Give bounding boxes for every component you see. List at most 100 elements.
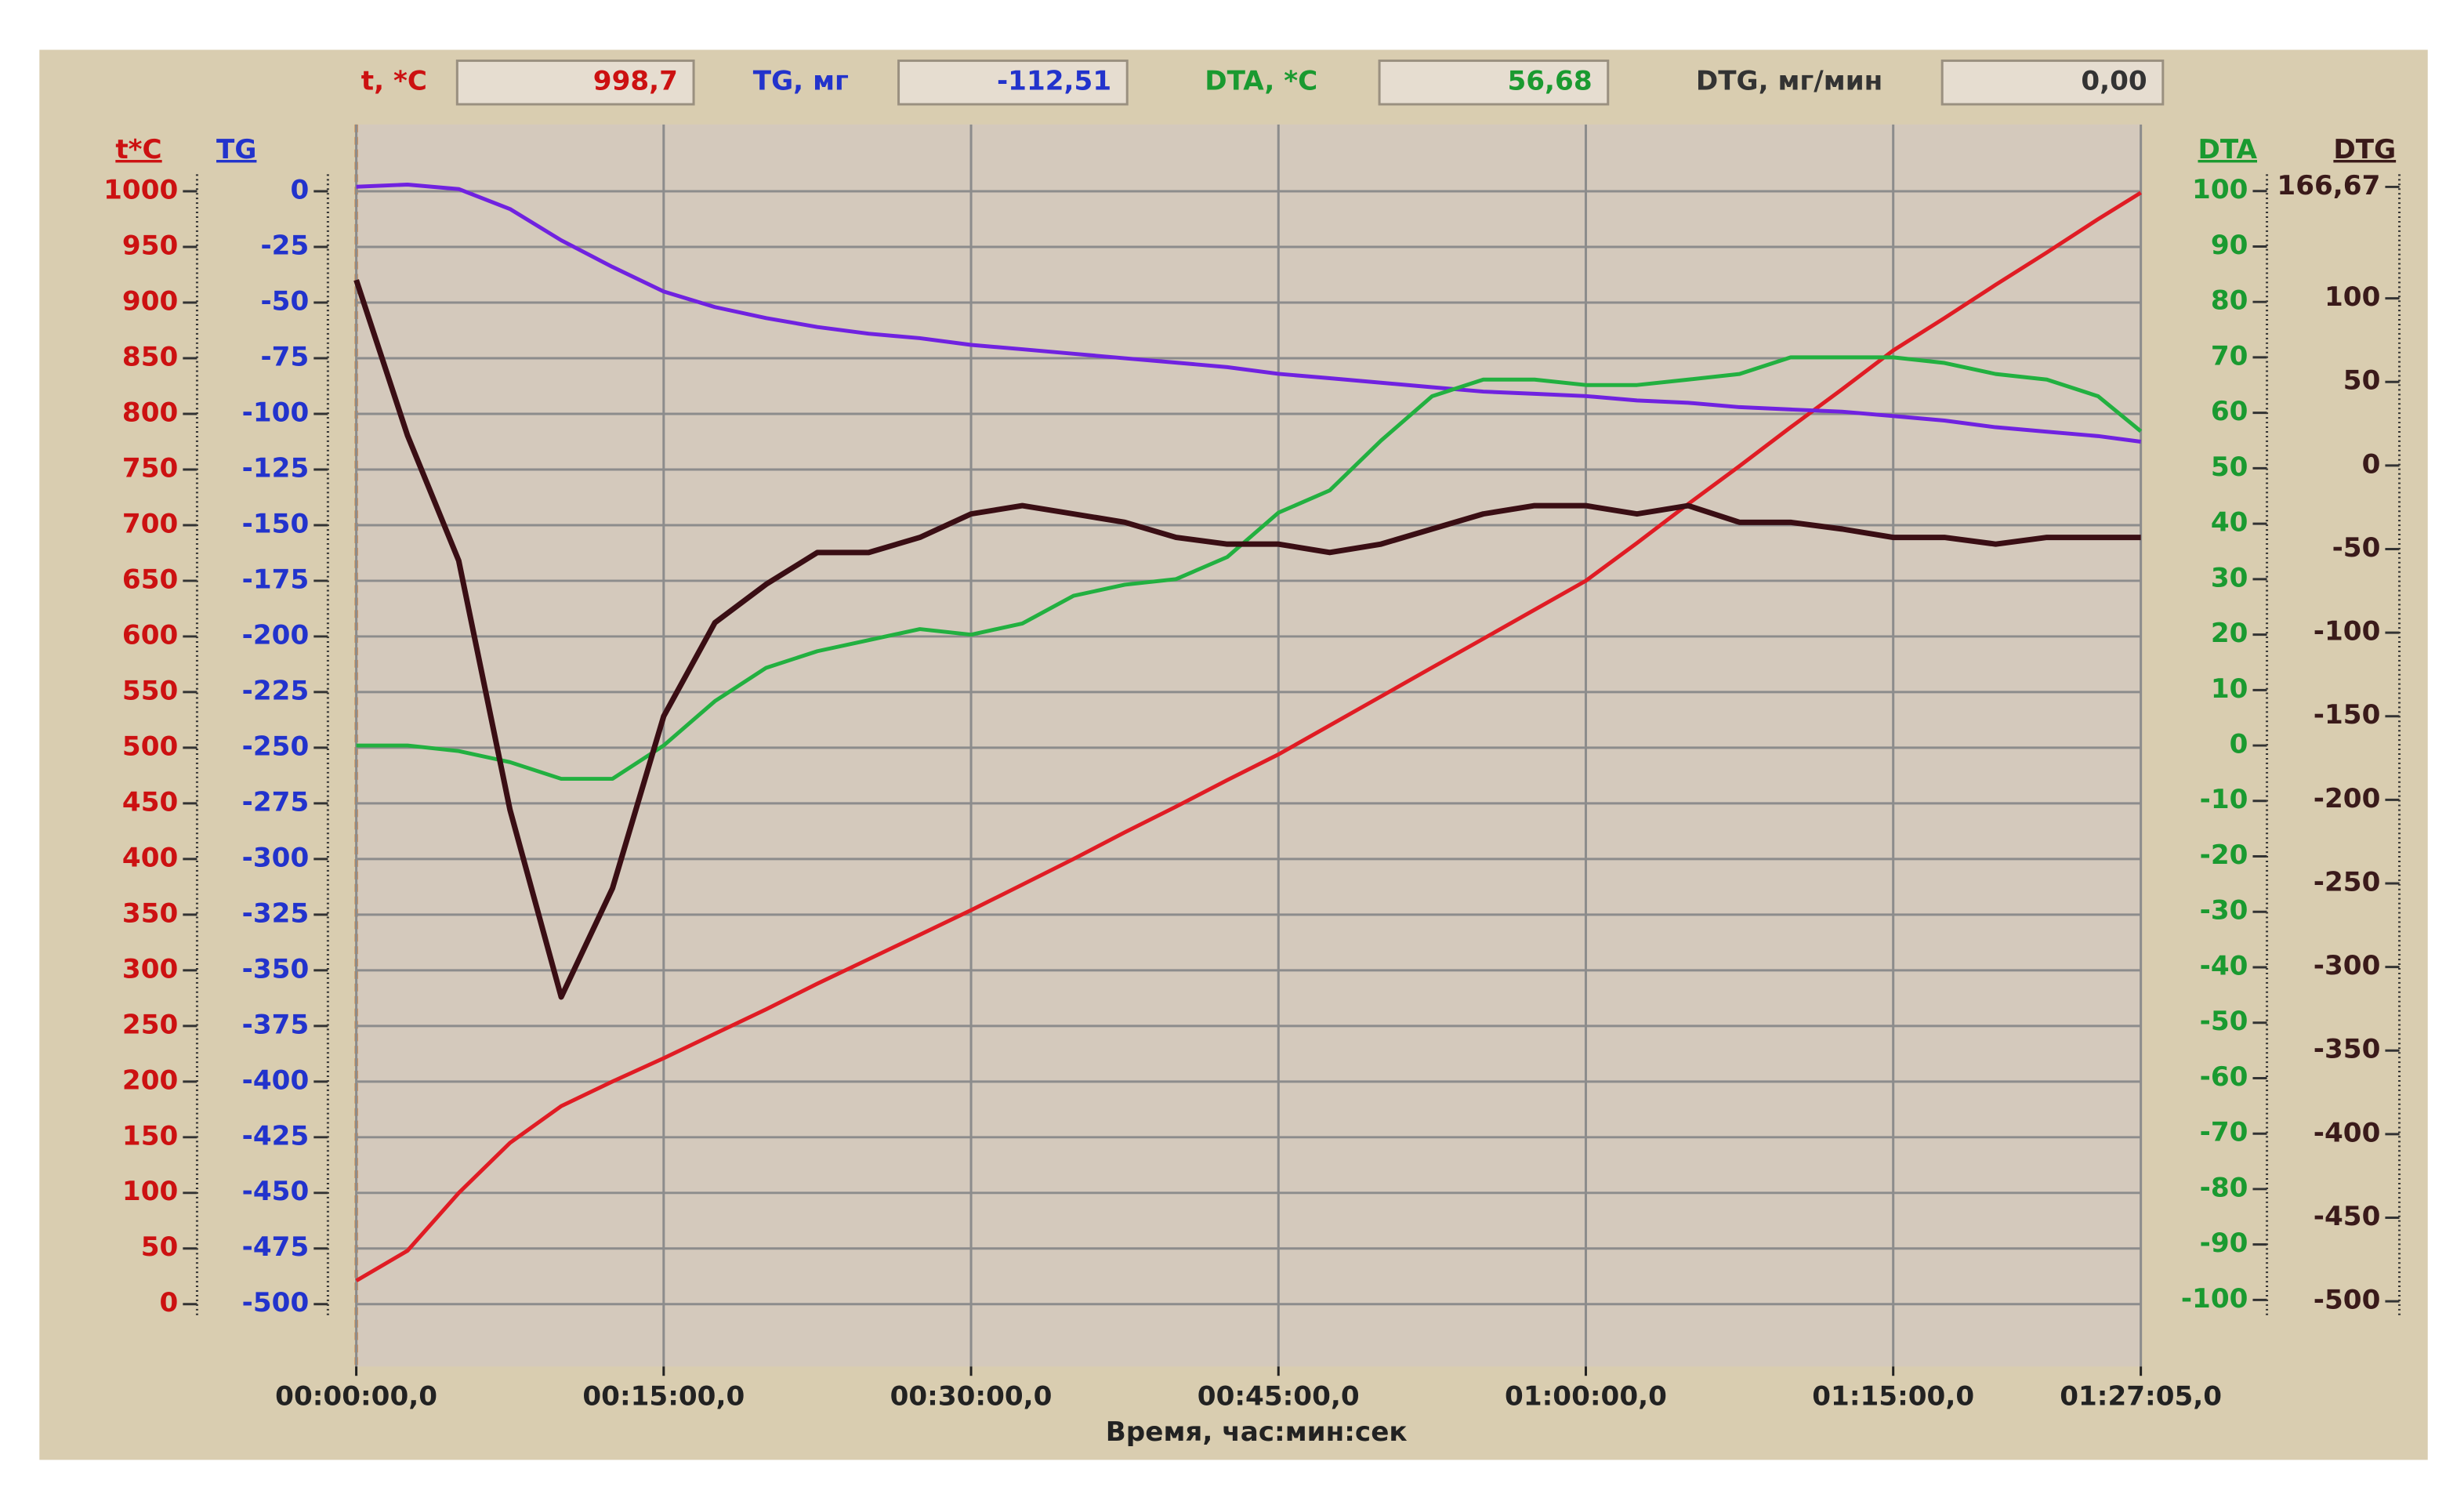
- readout-label: t, *C: [361, 66, 427, 97]
- y-tick-label: 0: [2362, 449, 2381, 481]
- y-tick-label: -70: [2200, 1117, 2248, 1148]
- readout-box: [1378, 59, 1610, 106]
- y-tick-label: 30: [2211, 563, 2248, 594]
- y-tick-label: 150: [122, 1120, 178, 1151]
- y-tick-label: 100: [2192, 174, 2248, 205]
- y-tick-label: -50: [2200, 1006, 2248, 1037]
- y-tick-label: -25: [260, 230, 309, 262]
- y-tick-label: -50: [2332, 532, 2381, 564]
- y-tick-label: -350: [242, 953, 310, 985]
- y-tick-label: 10: [2211, 673, 2248, 705]
- y-tick-label: -450: [2314, 1201, 2381, 1232]
- readout-value: 998,7: [593, 66, 678, 97]
- y-tick-label: 20: [2211, 618, 2248, 649]
- x-tick-label: 00:15:00,0: [582, 1381, 745, 1413]
- y-tick-label: 800: [122, 397, 178, 429]
- y-tick-label: -225: [242, 676, 310, 707]
- y-tick-label: -475: [242, 1231, 310, 1263]
- y-tick-label: -250: [242, 731, 310, 763]
- y-tick-label: 50: [141, 1231, 179, 1263]
- y-tick-label: -400: [242, 1064, 310, 1096]
- readout-value: 56,68: [1507, 66, 1592, 97]
- y-tick-label: 50: [2211, 452, 2248, 483]
- y-tick-label: 1000: [103, 175, 178, 206]
- y-tick-label: -450: [242, 1176, 310, 1207]
- y-tick-label: -40: [2200, 951, 2248, 982]
- series-line: [355, 190, 2142, 1283]
- y-axis-title: DTG: [2333, 134, 2396, 165]
- readout-value: 0,00: [2081, 66, 2147, 97]
- x-axis-title: Время, час:мин:сек: [1106, 1416, 1408, 1448]
- y-tick-label: -175: [242, 564, 310, 596]
- y-tick-label: 100: [122, 1176, 178, 1207]
- y-tick-label: -300: [2314, 950, 2381, 981]
- y-tick-label: 450: [122, 787, 178, 818]
- y-tick-label: -100: [2181, 1283, 2248, 1315]
- y-tick-label: 950: [122, 230, 178, 262]
- y-tick-label: 60: [2211, 396, 2248, 427]
- y-tick-label: -375: [242, 1009, 310, 1040]
- y-tick-label: -50: [260, 286, 309, 317]
- y-tick-label: 850: [122, 342, 178, 373]
- y-tick-label: -300: [242, 843, 310, 874]
- y-tick-label: -350: [2314, 1034, 2381, 1065]
- x-tick-label: 00:45:00,0: [1198, 1381, 1360, 1413]
- y-tick-label: -325: [242, 898, 310, 930]
- y-tick-label: -500: [242, 1287, 310, 1318]
- y-tick-label: -100: [2314, 616, 2381, 647]
- x-tick-label: 01:27:05,0: [2060, 1381, 2222, 1413]
- y-tick-label: -75: [260, 342, 309, 373]
- y-tick-label: -20: [2200, 840, 2248, 871]
- y-tick-label: 0: [160, 1287, 179, 1318]
- y-tick-label: 300: [122, 953, 178, 985]
- x-tick-label: 01:00:00,0: [1505, 1381, 1667, 1413]
- readout-label: DTA, *C: [1205, 66, 1317, 97]
- y-axis-title: TG: [216, 134, 256, 165]
- readout-box: [455, 59, 695, 106]
- y-tick-label: 80: [2211, 285, 2248, 317]
- y-tick-label: 500: [122, 731, 178, 763]
- plot-area: [356, 124, 2141, 1367]
- y-tick-label: -250: [2314, 867, 2381, 898]
- y-tick-label: -80: [2200, 1173, 2248, 1204]
- y-tick-label: -100: [242, 397, 310, 429]
- y-tick-label: -425: [242, 1120, 310, 1151]
- y-axis-title: t*C: [115, 134, 161, 165]
- readout-box: [897, 59, 1129, 106]
- y-tick-label: -30: [2200, 895, 2248, 927]
- y-tick-label: 400: [122, 843, 178, 874]
- y-tick-label: 750: [122, 453, 178, 484]
- x-tick-label: 01:15:00,0: [1812, 1381, 1974, 1413]
- readout-box: [1940, 59, 2165, 106]
- y-tick-label: 200: [122, 1064, 178, 1096]
- y-tick-label: 900: [122, 286, 178, 317]
- y-tick-label: 166,67: [2277, 170, 2380, 201]
- y-tick-label: -90: [2200, 1228, 2248, 1259]
- readout-label: TG, мг: [753, 66, 849, 97]
- y-tick-label: -150: [2314, 699, 2381, 731]
- series-line: [356, 183, 2141, 444]
- y-tick-label: 100: [2324, 281, 2380, 313]
- y-tick-label: 90: [2211, 230, 2248, 261]
- y-tick-label: 650: [122, 564, 178, 596]
- y-tick-label: -10: [2200, 784, 2248, 815]
- readout-label: DTG, мг/мин: [1696, 66, 1882, 97]
- x-tick-label: 00:30:00,0: [890, 1381, 1053, 1413]
- y-tick-label: 50: [2343, 365, 2381, 397]
- y-tick-label: 550: [122, 676, 178, 707]
- y-tick-label: -60: [2200, 1061, 2248, 1093]
- y-tick-label: 600: [122, 620, 178, 651]
- y-tick-label: -200: [2314, 783, 2381, 814]
- y-tick-label: 250: [122, 1009, 178, 1040]
- y-axis-title: DTA: [2198, 134, 2258, 165]
- y-tick-label: -150: [242, 509, 310, 540]
- y-tick-label: -125: [242, 453, 310, 484]
- y-tick-label: -500: [2314, 1285, 2381, 1316]
- y-tick-label: 350: [122, 898, 178, 930]
- x-tick-label: 00:00:00,0: [275, 1381, 437, 1413]
- y-tick-label: -275: [242, 787, 310, 818]
- series-line: [353, 279, 2141, 1000]
- y-tick-label: 0: [290, 175, 309, 206]
